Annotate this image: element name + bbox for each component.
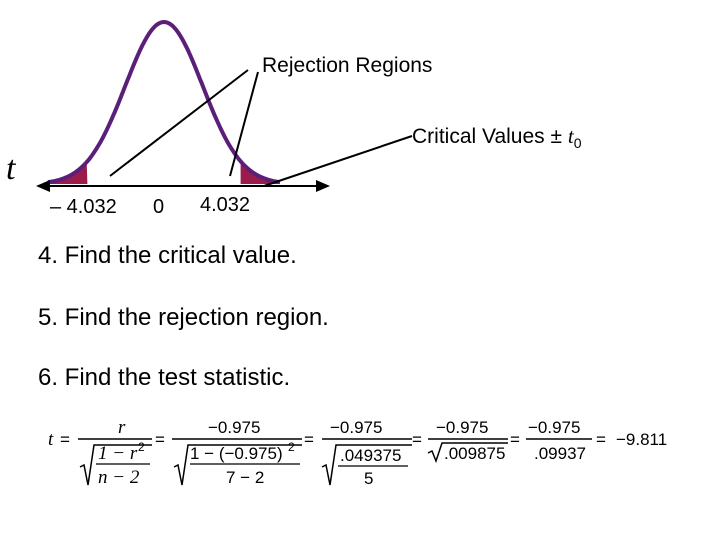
test-statistic-formula: t = r 1 − r 2 n − 2 = −0.975 1 − (−0.975… [48,417,667,488]
pointer-critical-values [263,135,413,187]
fraction-symbolic-den-num: 1 − r [98,443,138,464]
fraction-simplified-den-den: 5 [364,469,373,488]
formula-equals-6: = [596,430,606,449]
right-rejection-region [240,161,280,184]
axis-arrow-left [36,180,50,192]
pointer-rejection-right [229,71,259,177]
radical-sign-1 [79,444,152,486]
formula-equals-2: = [155,430,165,449]
fraction-simplified: −0.975 .049375 5 [321,418,412,488]
radical-sign-3 [321,444,412,486]
tick-label-positive: 4.032 [200,194,251,216]
fraction-root-numerator: −0.975 [436,418,488,437]
t-distribution-diagram [36,19,413,192]
formula-result: −9.811 [616,430,667,449]
step-test-statistic: 6. Find the test statistic. [38,364,291,391]
radical-sign-4 [427,442,508,464]
annotation-pointers [109,69,413,187]
left-rejection-region [48,162,88,184]
fraction-simplified-numerator: −0.975 [330,418,382,437]
step-rejection-region: 5. Find the rejection region. [38,304,329,331]
rejection-regions-label: Rejection Regions [262,54,433,77]
critical-values-text: Critical Values ± [412,125,568,148]
fraction-substituted-den-num: 1 − (−0.975) [190,444,283,463]
bell-curve [47,19,281,185]
critical-values-label: Critical Values ± t0 [412,124,582,151]
axis-variable-label: t [6,150,16,187]
axis-arrow-right [316,180,330,192]
fraction-symbolic-den-den: n − 2 [98,467,140,488]
formula-equals-4: = [412,430,422,449]
fraction-root: −0.975 .009875 [427,418,508,464]
fraction-final-numerator: −0.975 [528,418,580,437]
tick-label-zero: 0 [153,196,165,218]
fraction-final: −0.975 .09937 [526,418,592,463]
fraction-root-denominator: .009875 [444,444,505,463]
radical-sign-2 [173,444,302,486]
pointer-rejection-left [109,69,249,177]
fraction-symbolic-den-num-exp: 2 [138,440,145,454]
fraction-symbolic: r 1 − r 2 n − 2 [78,417,152,488]
formula-equals-3: = [304,430,314,449]
t-axis [36,180,330,192]
formula-lhs: t [48,429,54,450]
fraction-simplified-den-num: .049375 [340,446,401,465]
fraction-substituted-numerator: −0.975 [208,418,260,437]
fraction-substituted-den-num-exp: 2 [288,440,295,454]
fraction-substituted: −0.975 1 − (−0.975) 2 7 − 2 [172,418,302,487]
formula-equals-1: = [60,430,70,449]
step-critical-value: 4. Find the critical value. [38,242,297,269]
fraction-substituted-den-den: 7 − 2 [226,468,264,487]
fraction-final-denominator: .09937 [534,444,586,463]
critical-t-symbol: t [567,124,574,148]
critical-t-subscript: 0 [573,135,582,152]
tick-label-negative: – 4.032 [50,196,117,218]
formula-equals-5: = [510,430,520,449]
fraction-symbolic-numerator: r [118,417,126,438]
